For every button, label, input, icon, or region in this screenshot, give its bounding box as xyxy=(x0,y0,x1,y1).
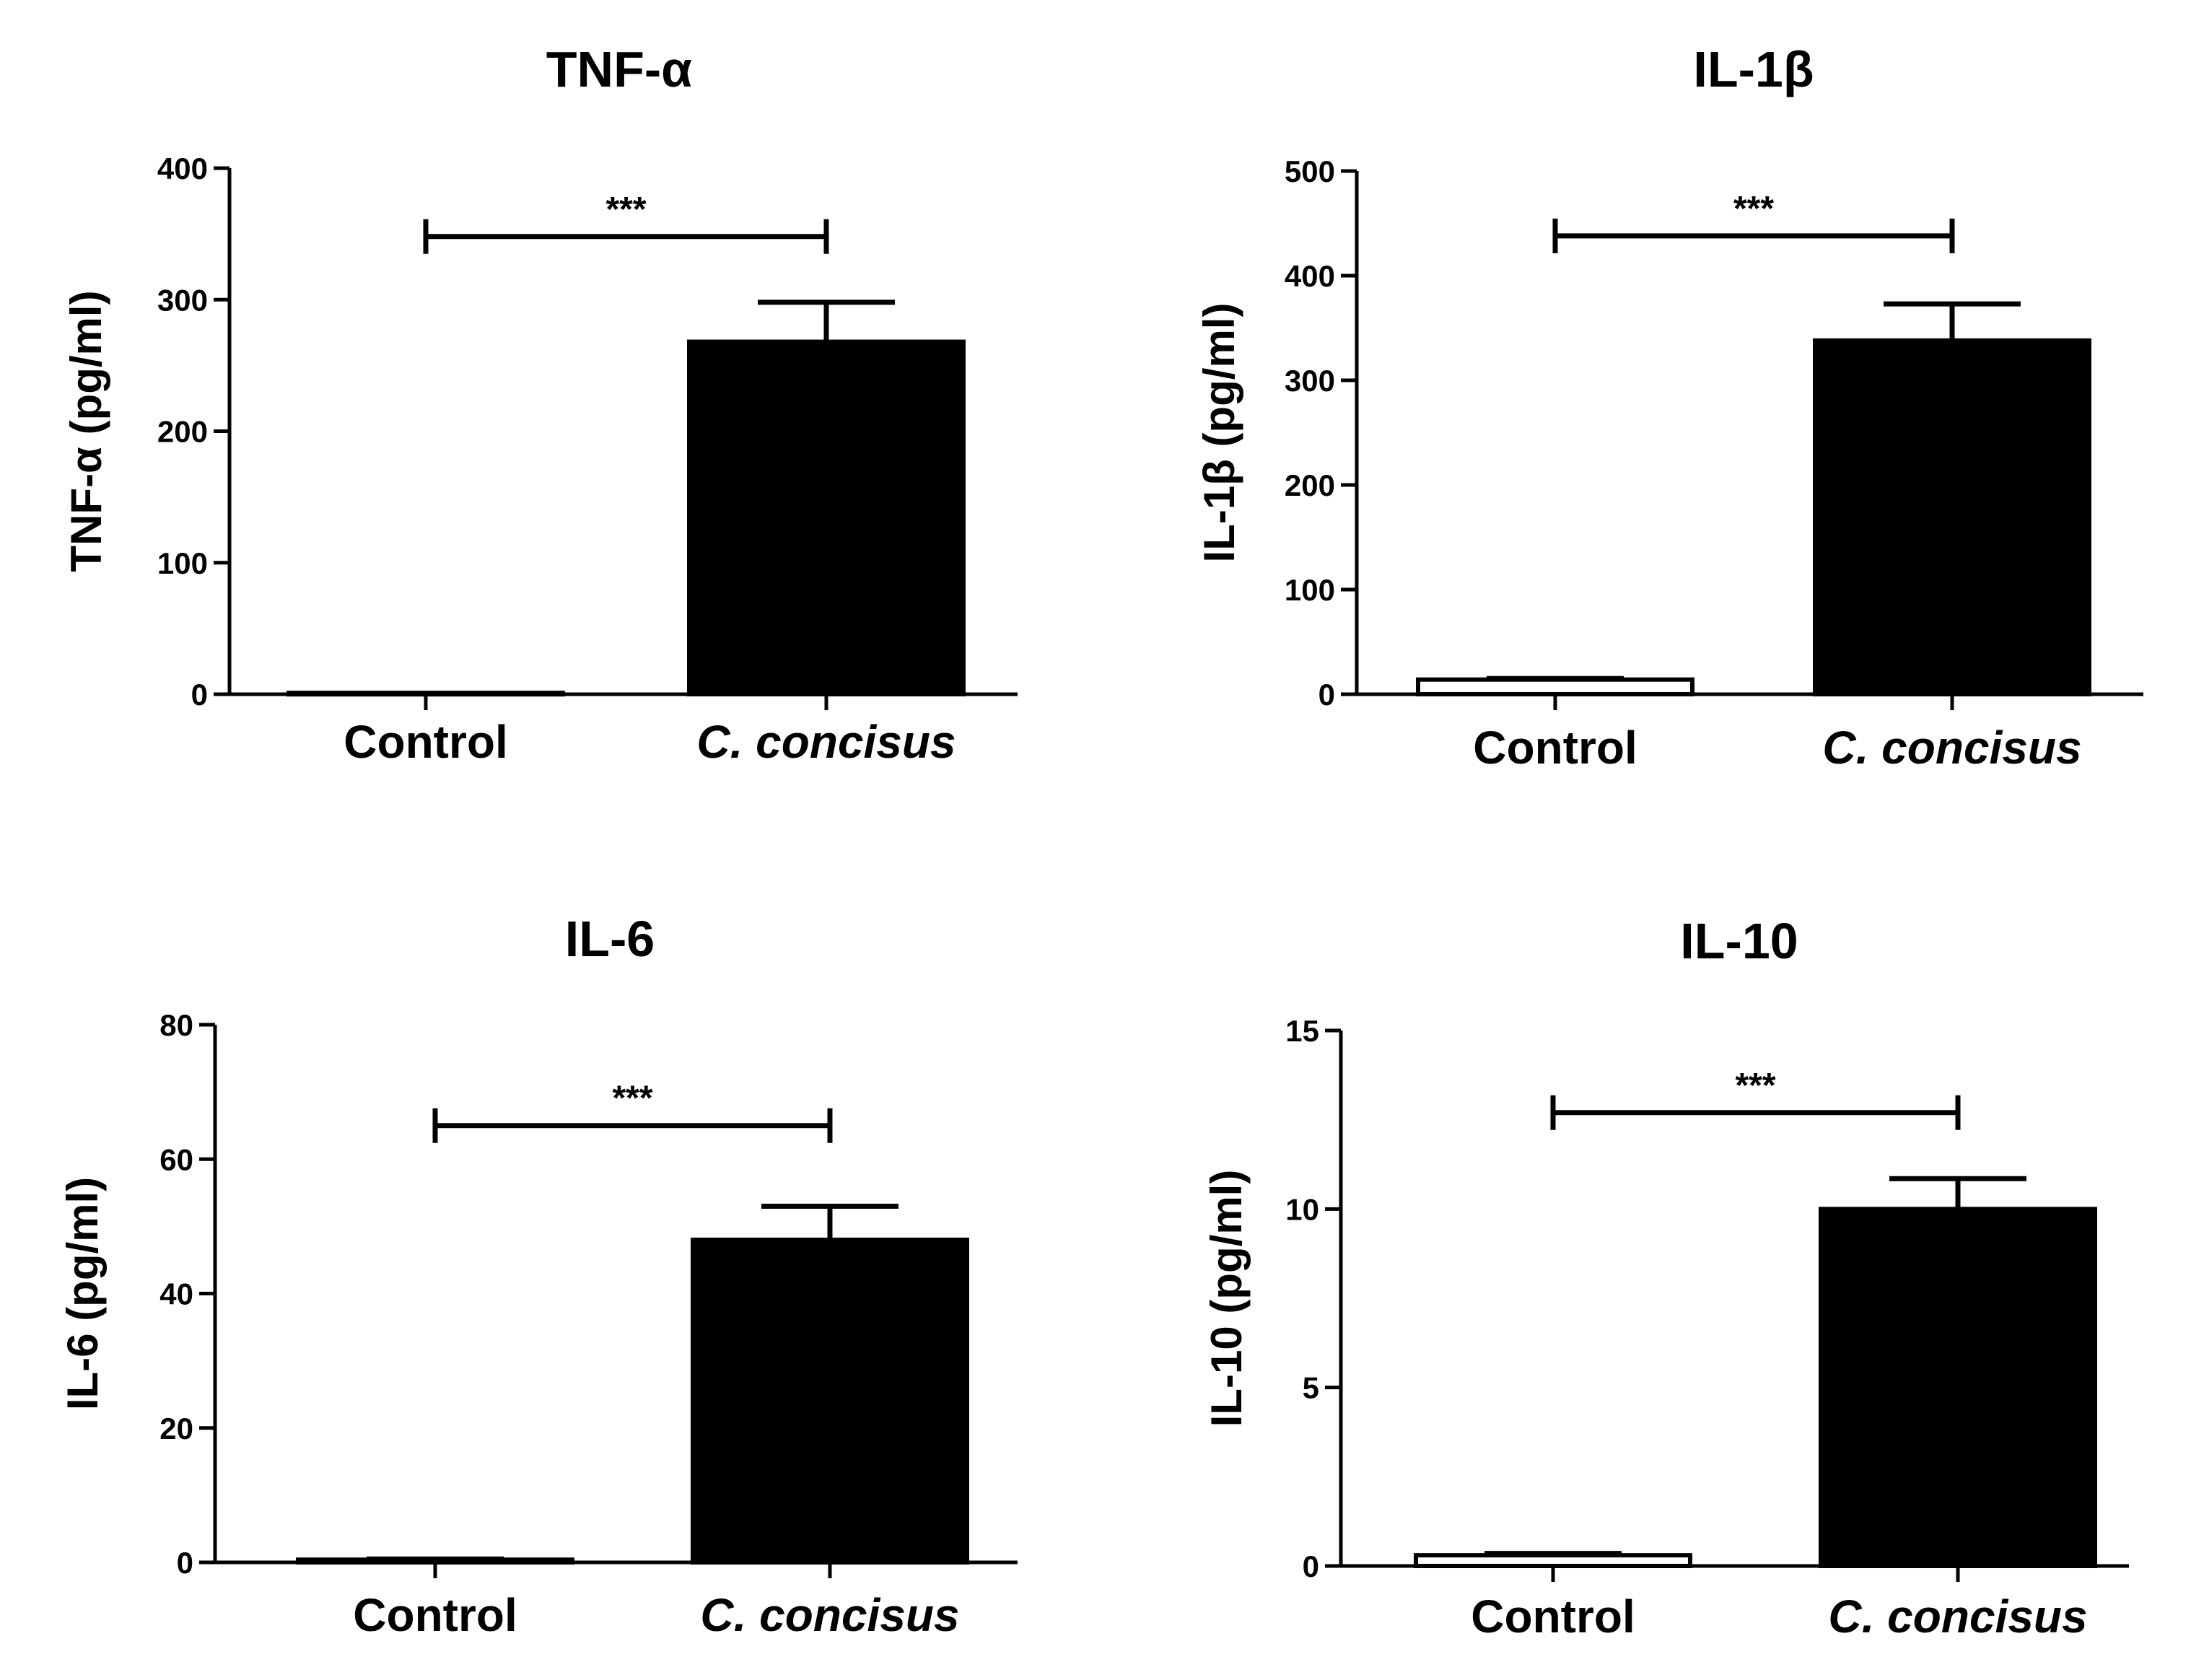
y-tick-label: 300 xyxy=(157,283,208,317)
x-category-label: C. concisus xyxy=(696,716,955,768)
chart-title: IL-10 xyxy=(1680,913,1798,969)
y-tick-label: 5 xyxy=(1303,1371,1319,1405)
chart-title: TNF-α xyxy=(546,41,692,97)
significance-label: *** xyxy=(612,1080,652,1118)
y-tick-label: 40 xyxy=(159,1277,193,1311)
significance-label: *** xyxy=(1735,1067,1775,1105)
x-category-label: Control xyxy=(1473,722,1637,774)
x-category-label: C. concisus xyxy=(700,1589,959,1641)
bar-c-concisus xyxy=(1813,338,2091,696)
y-tick-label: 500 xyxy=(1285,154,1335,188)
bar-c-concisus xyxy=(691,1238,969,1565)
y-tick-label: 200 xyxy=(157,415,208,449)
y-tick-label: 0 xyxy=(1303,1549,1319,1583)
y-axis-label: IL-1β (pg/ml) xyxy=(1195,303,1243,563)
chart-panel-il-6: IL-6 IL-6 (pg/ml) 0 20 40 60 80 Control C. conci… xyxy=(58,911,1018,1641)
x-category-label: Control xyxy=(1471,1591,1635,1642)
y-tick-label: 100 xyxy=(157,546,208,580)
y-axis-label: IL-10 (pg/ml) xyxy=(1202,1170,1251,1427)
bar-control xyxy=(296,1557,574,1565)
y-tick-label: 20 xyxy=(159,1412,193,1445)
chart-panel-il-10: IL-10 IL-10 (pg/ml) 0 5 10 15 Control C. concis… xyxy=(1202,913,2129,1642)
y-tick-label: 400 xyxy=(1285,259,1335,293)
x-category-label: Control xyxy=(353,1589,517,1641)
bar-control xyxy=(1414,1553,1692,1568)
y-tick-label: 200 xyxy=(1285,468,1335,502)
x-category-label: C. concisus xyxy=(1828,1591,2087,1642)
x-category-label: Control xyxy=(344,716,508,768)
y-tick-label: 0 xyxy=(177,1546,193,1580)
y-tick-label: 60 xyxy=(159,1142,193,1176)
significance-label: *** xyxy=(1733,190,1774,228)
bar-c-concisus xyxy=(1819,1207,2097,1569)
y-tick-label: 300 xyxy=(1285,364,1335,398)
y-axis-label: IL-6 (pg/ml) xyxy=(58,1177,107,1410)
y-tick-label: 15 xyxy=(1285,1014,1319,1048)
y-tick-label: 10 xyxy=(1285,1192,1319,1226)
bar-c-concisus xyxy=(687,339,966,696)
x-category-label: C. concisus xyxy=(1822,722,2081,774)
chart-title: IL-1β xyxy=(1693,41,1814,97)
y-tick-label: 100 xyxy=(1285,573,1335,607)
significance-label: *** xyxy=(605,191,646,229)
y-axis-label: TNF-α (pg/ml) xyxy=(62,290,110,572)
chart-panel-tnf-alpha: TNF-α TNF-α (pg/ml) 0 100 200 300 400 Control C.… xyxy=(62,41,1018,768)
y-tick-label: 0 xyxy=(1318,678,1335,712)
y-tick-label: 400 xyxy=(157,152,208,185)
chart-panel-il-1-beta: IL-1β IL-1β (pg/ml) 0 100 200 300 400 500 Contro… xyxy=(1195,41,2143,774)
bar-control xyxy=(1416,677,1694,697)
chart-title: IL-6 xyxy=(565,911,655,967)
bar-control xyxy=(287,691,565,697)
y-tick-label: 80 xyxy=(159,1008,193,1042)
y-tick-label: 0 xyxy=(191,678,208,712)
